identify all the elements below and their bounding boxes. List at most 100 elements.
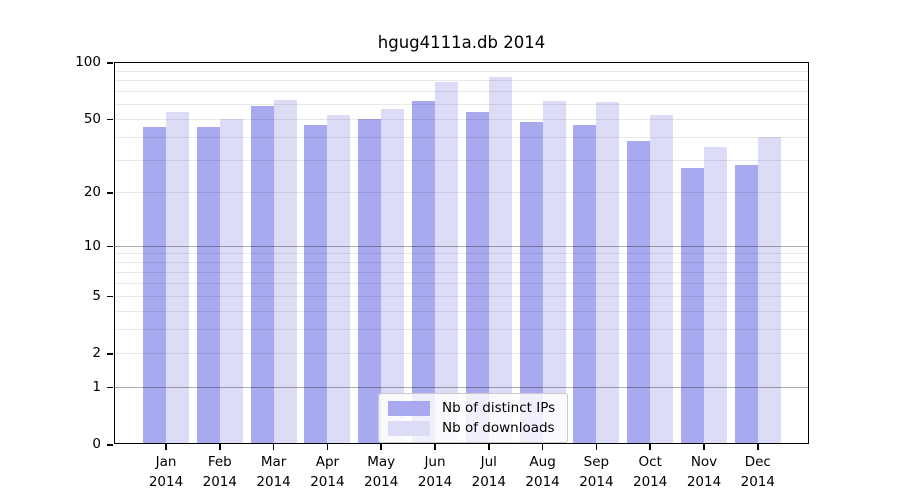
gridline-7	[114, 271, 809, 273]
y-tick-label-0: 0	[92, 436, 101, 452]
x-label-year: 2014	[686, 474, 722, 490]
legend-swatch-distinct-ips	[388, 400, 430, 416]
bar-downloads-jan	[166, 112, 189, 444]
x-tick-label-jul: Jul 2014	[461, 452, 517, 492]
x-label-month: Oct	[638, 454, 662, 470]
x-label-month: May	[367, 454, 396, 470]
x-label-year: 2014	[633, 474, 668, 490]
legend: Nb of distinct IPs Nb of downloads	[378, 393, 569, 443]
y-tick-label-100: 100	[75, 54, 101, 70]
bar-distinct-ips-may	[358, 118, 382, 444]
x-tick-label-oct: Oct 2014	[622, 452, 678, 492]
legend-entry-distinct-ips: Nb of distinct IPs	[388, 400, 555, 416]
y-tick-50	[107, 118, 113, 121]
x-tick-oct	[649, 444, 651, 450]
x-tick-label-sep: Sep 2014	[568, 452, 624, 492]
gridline-3	[114, 329, 809, 331]
x-tick-aug	[541, 444, 544, 450]
x-label-year: 2014	[471, 474, 506, 490]
x-label-year: 2014	[310, 474, 345, 490]
gridline-major-10	[114, 245, 809, 247]
bar-distinct-ips-sep	[573, 125, 597, 444]
bar-downloads-feb	[219, 118, 243, 444]
x-label-year: 2014	[740, 474, 775, 490]
x-tick-label-feb: Feb 2014	[192, 452, 248, 492]
legend-label-distinct-ips: Nb of distinct IPs	[442, 400, 556, 416]
x-tick-jul	[488, 444, 490, 450]
x-label-month: Jul	[480, 454, 497, 470]
x-label-year: 2014	[417, 474, 453, 490]
x-label-month: Aug	[529, 454, 556, 470]
bar-downloads-apr	[327, 115, 351, 444]
bar-downloads-oct	[650, 115, 674, 444]
gridline-80	[114, 80, 809, 82]
y-tick-label-2: 2	[92, 345, 101, 362]
bar-downloads-nov	[704, 147, 727, 444]
y-tick-label-20: 20	[83, 184, 101, 200]
x-tick-jan	[165, 444, 167, 450]
x-tick-may	[380, 444, 382, 450]
x-tick-label-may: May 2014	[353, 452, 409, 492]
bar-distinct-ips-jun	[412, 101, 435, 444]
bar-downloads-dec	[757, 136, 781, 444]
gridline-20	[114, 192, 809, 193]
gridline-90	[114, 70, 809, 72]
x-label-month: Dec	[744, 454, 771, 470]
gridline-60	[114, 103, 809, 105]
gridline-70	[114, 91, 809, 93]
x-tick-label-jun: Jun 2014	[407, 452, 463, 492]
gridline-9	[114, 253, 809, 255]
bar-distinct-ips-aug	[519, 121, 543, 444]
bar-downloads-mar	[273, 99, 297, 444]
gridline-6	[114, 282, 809, 284]
plot-area	[114, 62, 809, 444]
x-label-year: 2014	[525, 474, 560, 490]
x-label-month: Jan	[155, 454, 177, 470]
x-label-year: 2014	[148, 474, 184, 490]
x-tick-label-dec: Dec 2014	[730, 452, 786, 492]
y-tick-10	[107, 245, 113, 248]
y-tick-5	[107, 295, 113, 298]
y-tick-0	[107, 444, 113, 446]
x-label-year: 2014	[579, 474, 614, 490]
x-tick-apr	[326, 444, 329, 450]
x-label-month: Apr	[315, 454, 340, 470]
x-tick-jun	[434, 444, 436, 450]
bar-distinct-ips-jul	[465, 112, 489, 444]
y-tick-label-50: 50	[83, 110, 101, 127]
gridline-30	[114, 159, 809, 161]
y-tick-label-10: 10	[83, 237, 101, 254]
bar-distinct-ips-apr	[304, 125, 328, 444]
x-label-year: 2014	[364, 474, 399, 490]
bar-distinct-ips-oct	[627, 140, 651, 444]
x-label-year: 2014	[202, 474, 237, 490]
x-tick-dec	[757, 444, 759, 450]
x-label-month: Sep	[583, 454, 610, 470]
x-label-month: Jun	[424, 454, 446, 470]
gridline-major-1	[114, 386, 809, 388]
bar-distinct-ips-mar	[250, 106, 274, 444]
chart-title: hgug4111a.db 2014	[377, 33, 546, 52]
legend-label-downloads: Nb of downloads	[442, 420, 555, 436]
y-tick-1	[107, 386, 113, 389]
gridline-2	[114, 353, 809, 355]
y-tick-100	[107, 62, 113, 64]
bar-downloads-may	[381, 109, 405, 444]
gridline-5	[114, 295, 809, 297]
x-tick-label-mar: Mar 2014	[246, 452, 302, 492]
bar-downloads-sep	[596, 102, 620, 444]
x-label-month: Nov	[690, 454, 718, 470]
gridline-40	[114, 136, 809, 138]
y-tick-label-5: 5	[92, 287, 101, 304]
bar-downloads-jul	[488, 77, 512, 444]
x-tick-mar	[272, 444, 275, 450]
legend-entry-downloads: Nb of downloads	[388, 420, 555, 436]
x-tick-label-nov: Nov 2014	[676, 452, 732, 492]
gridline-8	[114, 262, 809, 264]
bar-downloads-jun	[435, 82, 458, 444]
bar-distinct-ips-feb	[196, 127, 220, 444]
x-tick-label-aug: Aug 2014	[515, 452, 571, 492]
bar-downloads-aug	[542, 101, 566, 444]
x-tick-label-jan: Jan 2014	[138, 452, 194, 492]
gridline-4	[114, 310, 809, 312]
